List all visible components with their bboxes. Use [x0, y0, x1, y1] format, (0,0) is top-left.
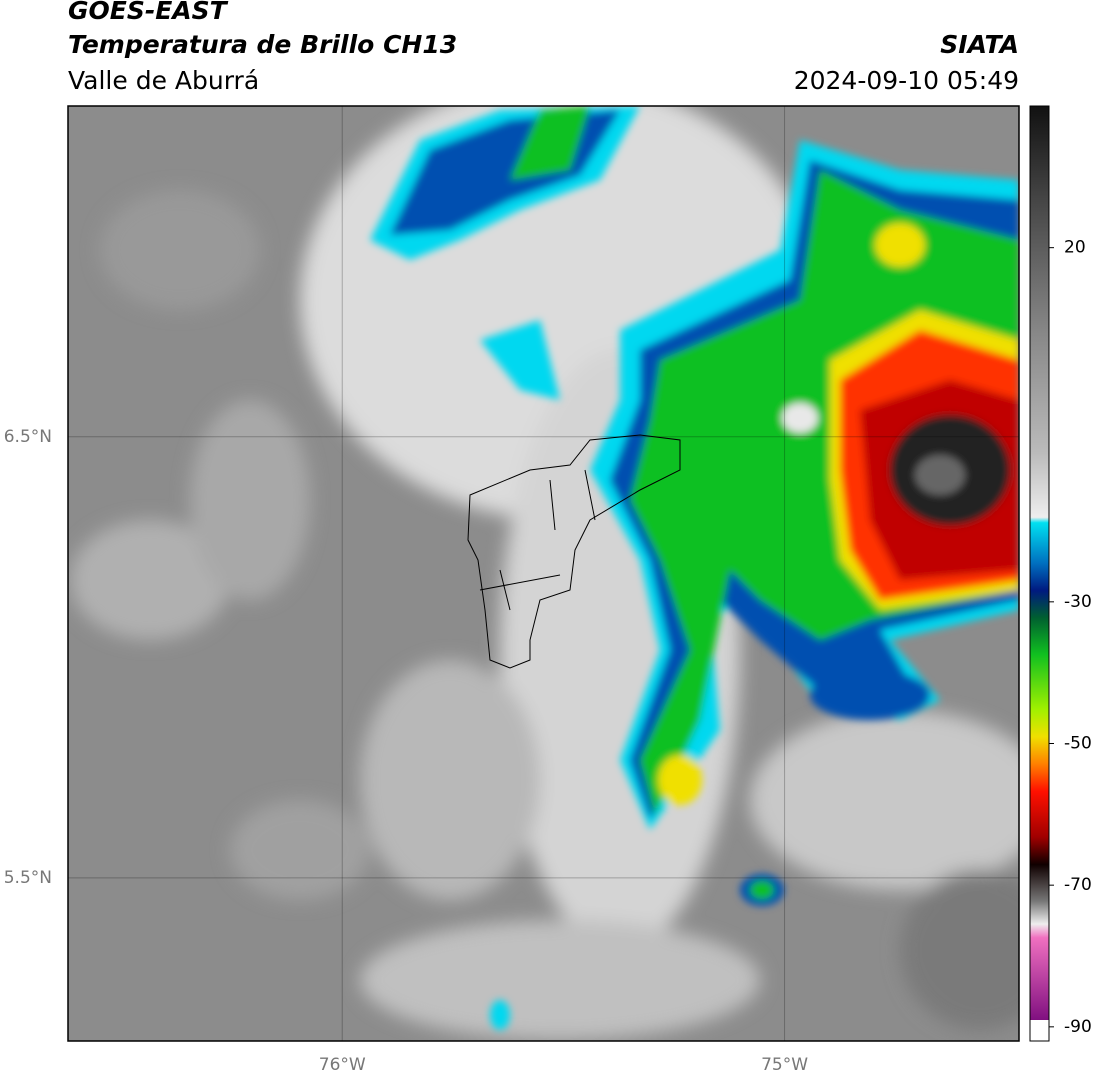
y-tick-label: 6.5°N	[4, 427, 52, 447]
y-tick-label: 5.5°N	[4, 868, 52, 888]
colorbar-tick-label: -30	[1064, 592, 1092, 612]
region: Valle de Aburrá	[68, 66, 259, 95]
x-tick-label: 75°W	[761, 1055, 808, 1075]
colorbar	[1030, 106, 1049, 1020]
colorbar-under	[1030, 1020, 1049, 1041]
colorbar-tick-label: -70	[1064, 875, 1092, 895]
product: Temperatura de Brillo CH13	[68, 30, 457, 59]
colorbar-tick-label: -50	[1064, 734, 1092, 754]
colorbar-tick-label: -90	[1064, 1017, 1092, 1037]
map-image	[68, 106, 1019, 1041]
colorbar-frame	[1029, 105, 1050, 1042]
datetime: 2024-09-10 05:49	[794, 66, 1019, 95]
x-tick-label: 76°W	[319, 1055, 366, 1075]
colorbar-tick-label: 20	[1064, 238, 1086, 258]
source: SIATA	[940, 30, 1019, 59]
map-frame	[67, 105, 1020, 1042]
satellite: GOES-EAST	[68, 0, 229, 25]
